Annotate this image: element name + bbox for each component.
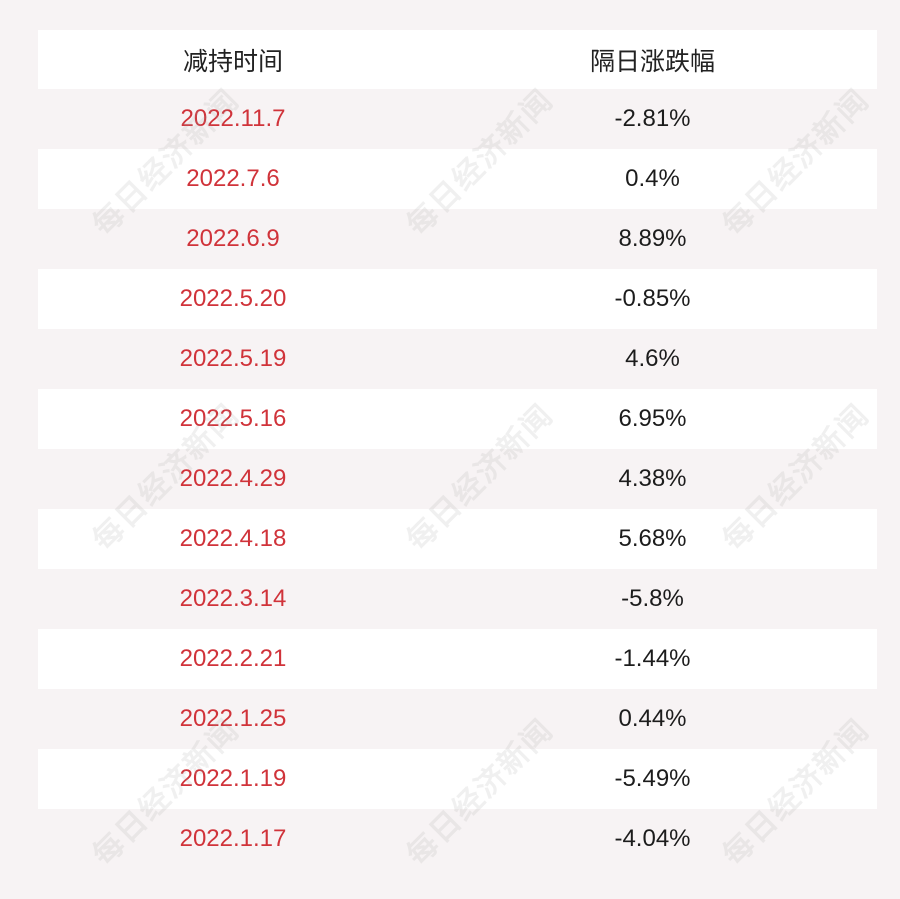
change-cell: 4.38%: [618, 465, 687, 492]
date-cell: 2022.6.9: [186, 225, 280, 252]
table-row: 2022.1.25 0.44%: [38, 689, 877, 749]
data-table: 减持时间 隔日涨跌幅 2022.11.7 -2.81% 2022.7.6 0.4…: [38, 30, 877, 869]
date-cell: 2022.2.21: [179, 645, 287, 672]
date-cell: 2022.1.25: [179, 705, 287, 732]
date-cell: 2022.1.17: [179, 825, 287, 852]
date-cell: 2022.3.14: [179, 585, 287, 612]
change-cell: -5.49%: [614, 765, 691, 792]
table-row: 2022.1.17 -4.04%: [38, 809, 877, 869]
table-header: 减持时间 隔日涨跌幅: [38, 30, 877, 89]
header-change: 隔日涨跌幅: [589, 46, 715, 76]
date-cell: 2022.5.20: [179, 285, 287, 312]
date-cell: 2022.11.7: [180, 105, 286, 132]
table-row: 2022.5.20 -0.85%: [38, 269, 877, 329]
date-cell: 2022.4.18: [179, 525, 287, 552]
change-cell: -5.8%: [621, 585, 684, 612]
header-date: 减持时间: [182, 46, 283, 76]
change-cell: 5.68%: [618, 525, 687, 552]
change-cell: -0.85%: [614, 285, 691, 312]
date-cell: 2022.5.16: [179, 405, 287, 432]
table-row: 2022.11.7 -2.81%: [38, 89, 877, 149]
table-row: 2022.3.14 -5.8%: [38, 569, 877, 629]
table-row: 2022.2.21 -1.44%: [38, 629, 877, 689]
date-cell: 2022.4.29: [179, 465, 287, 492]
table-row: 2022.4.29 4.38%: [38, 449, 877, 509]
change-cell: 0.4%: [625, 165, 680, 192]
date-cell: 2022.5.19: [179, 345, 287, 372]
table-row: 2022.1.19 -5.49%: [38, 749, 877, 809]
change-cell: -4.04%: [614, 825, 691, 852]
table-row: 2022.5.19 4.6%: [38, 329, 877, 389]
date-cell: 2022.1.19: [179, 765, 287, 792]
change-cell: -1.44%: [614, 645, 691, 672]
table-row: 2022.5.16 6.95%: [38, 389, 877, 449]
date-cell: 2022.7.6: [186, 165, 280, 192]
change-cell: -2.81%: [614, 105, 691, 132]
change-cell: 8.89%: [618, 225, 687, 252]
change-cell: 0.44%: [618, 705, 687, 732]
table-row: 2022.6.9 8.89%: [38, 209, 877, 269]
table-row: 2022.4.18 5.68%: [38, 509, 877, 569]
change-cell: 6.95%: [618, 405, 687, 432]
change-cell: 4.6%: [625, 345, 680, 372]
table-row: 2022.7.6 0.4%: [38, 149, 877, 209]
